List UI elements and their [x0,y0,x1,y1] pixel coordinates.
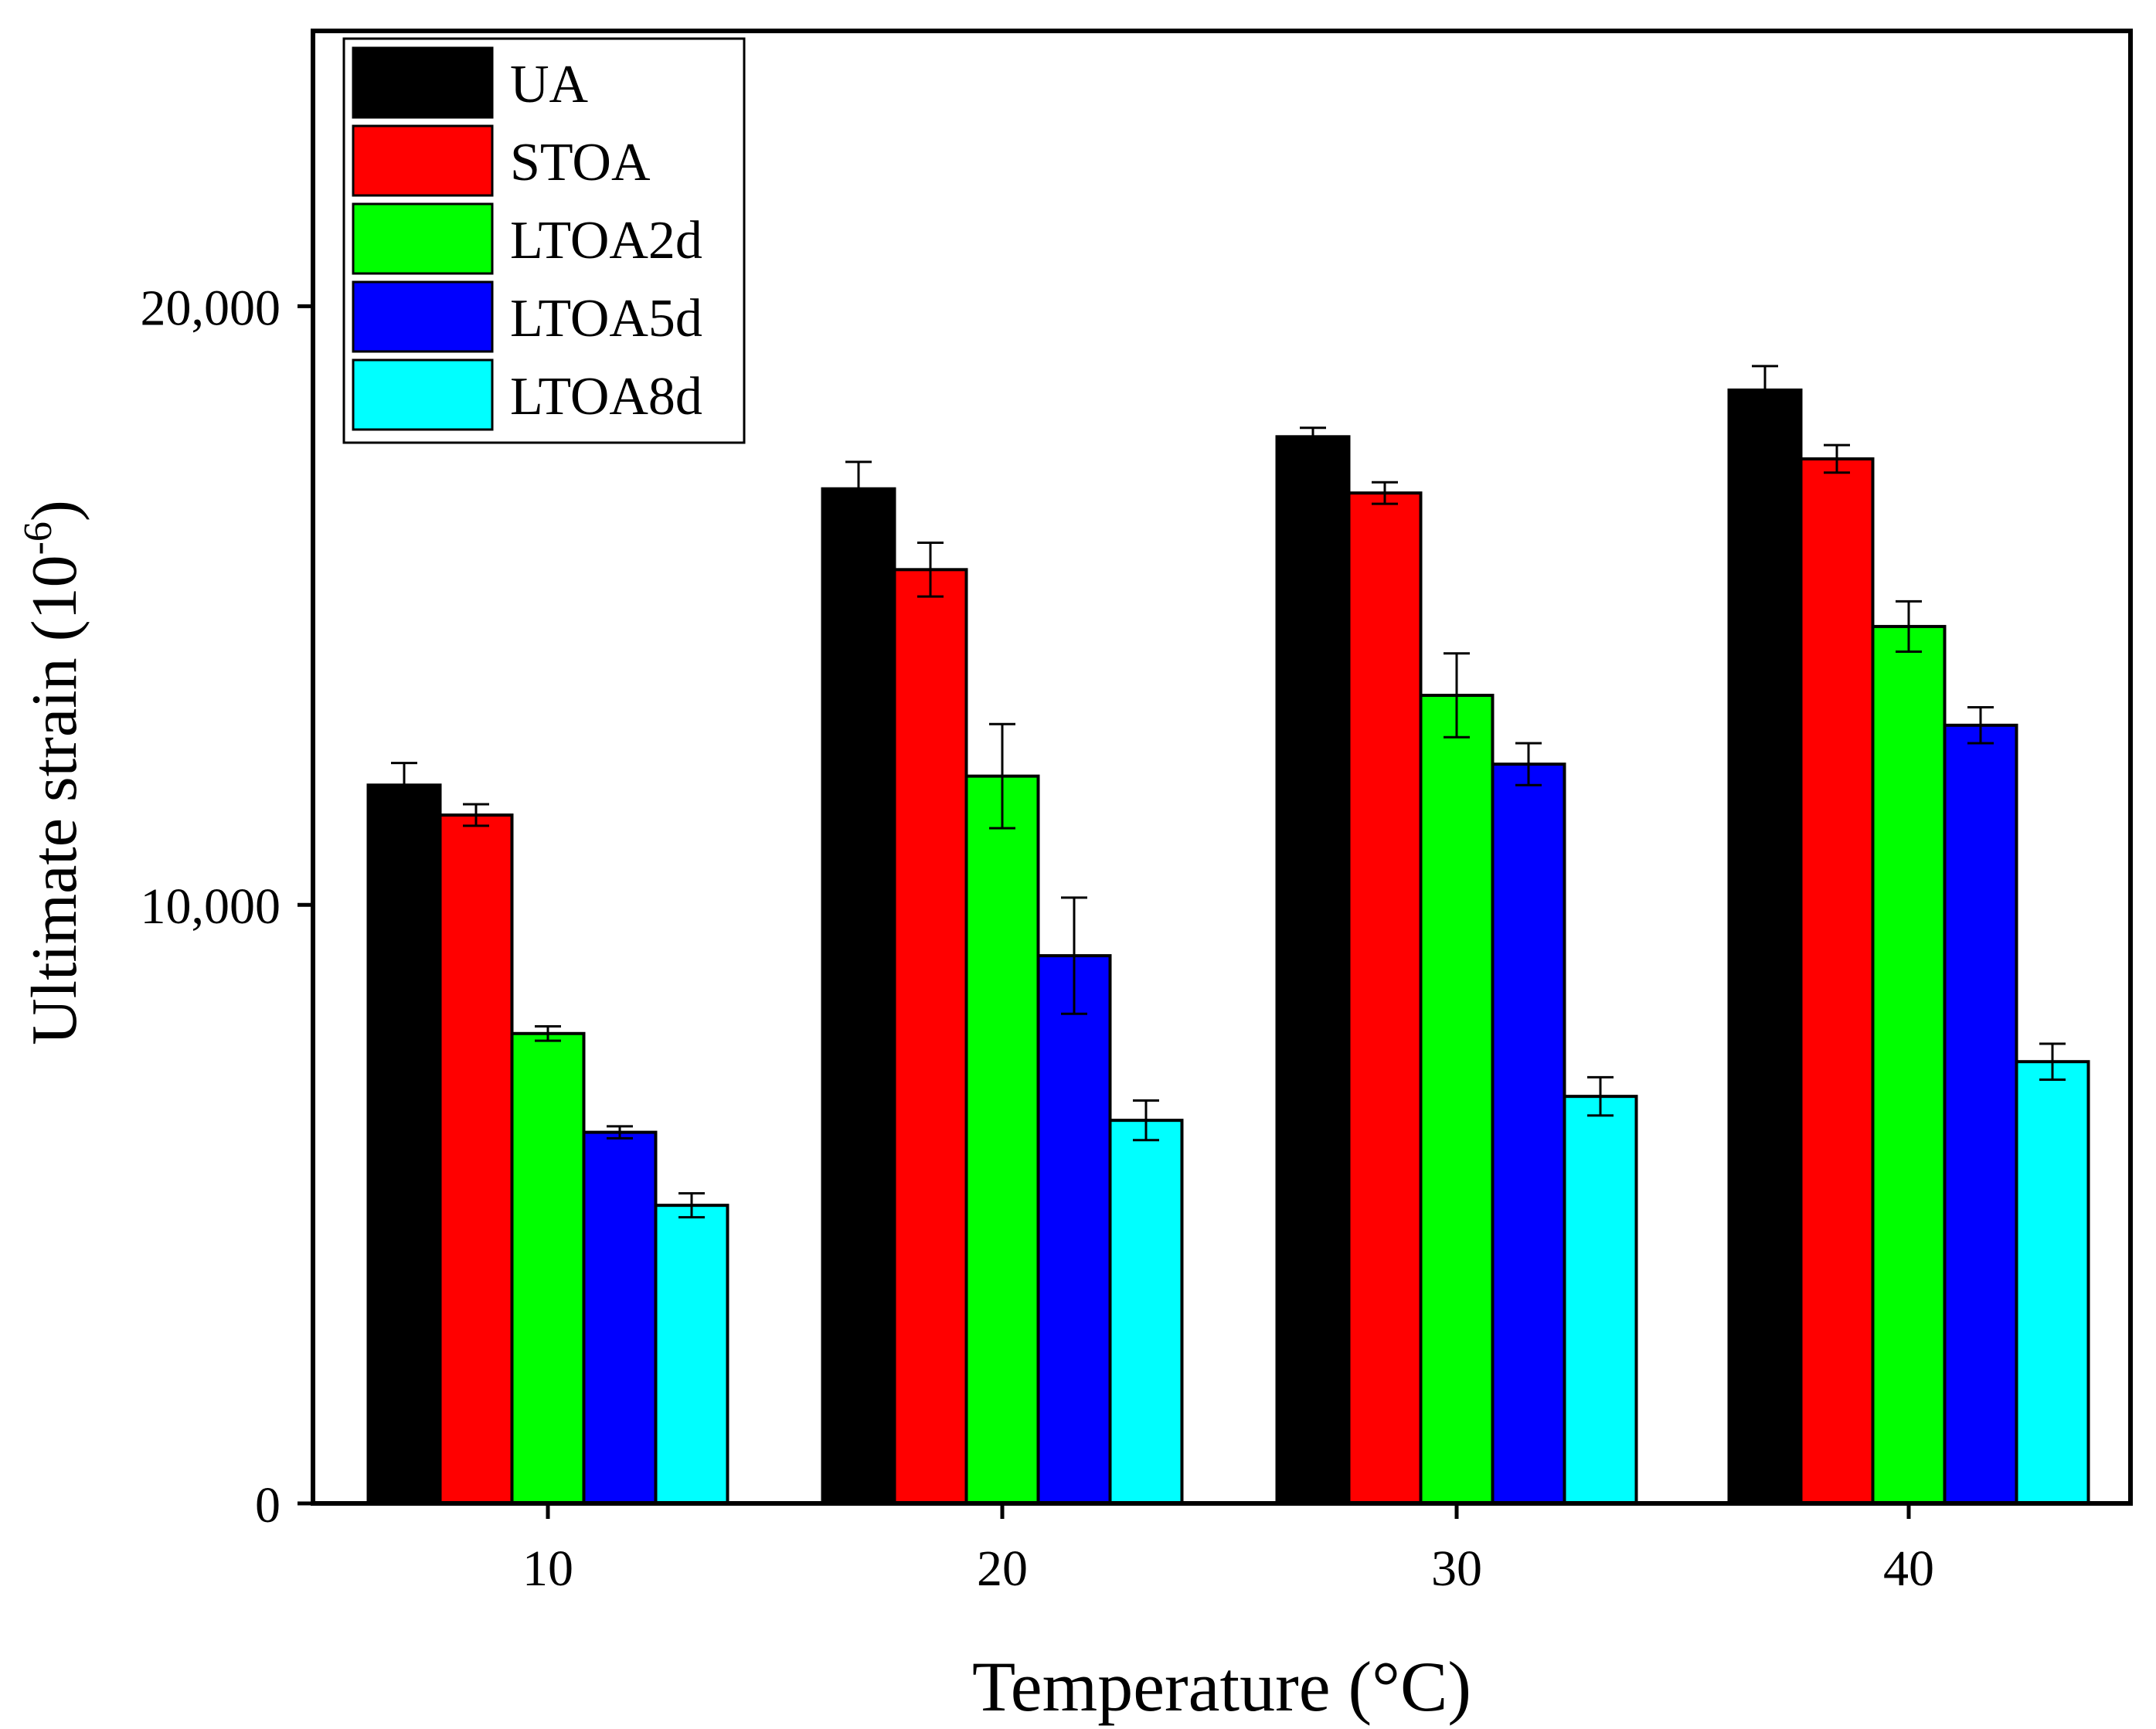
legend-label: LTOA8d [510,367,702,426]
bars-layer [366,365,2090,1506]
bar-STOA-40 [1799,457,1875,1506]
bar-LTOA8d-30 [1563,1095,1638,1505]
error-bar-LTOA8d-10 [678,1192,705,1219]
bar-LTOA8d-40 [2015,1060,2090,1505]
bar-STOA-10 [438,813,514,1505]
legend-item-STOA: STOA [352,124,651,197]
bar-STOA-20 [893,568,968,1506]
error-bar-LTOA5d-30 [1515,742,1542,786]
error-bar-STOA-20 [917,541,944,598]
bar-UA-40 [1727,388,1803,1505]
error-bar-STOA-30 [1372,481,1398,505]
error-bar-LTOA8d-20 [1133,1099,1159,1142]
legend-label: UA [510,55,589,114]
legend-label: LTOA5d [510,289,702,348]
x-tick-label: 10 [522,1540,573,1597]
bar-LTOA5d-40 [1943,723,2018,1505]
legend-item-LTOA8d: LTOA8d [352,358,702,431]
bar-LTOA5d-20 [1036,954,1112,1506]
y-axis-label-main: Ultimate strain (10 [19,555,90,1045]
bar-STOA-30 [1347,491,1423,1505]
bar-LTOA2d-10 [510,1031,586,1505]
bar-LTOA8d-20 [1108,1119,1184,1506]
bar-UA-20 [821,487,896,1505]
legend-label: STOA [510,133,651,192]
legend-item-LTOA2d: LTOA2d [352,202,702,275]
error-bar-LTOA2d-20 [989,722,1015,830]
bar-LTOA2d-30 [1419,694,1495,1505]
legend-swatch [352,202,494,275]
axes-layer: 0 10,000 20,000 10 20 30 40 [141,280,1935,1597]
y-tick-label: 0 [255,1477,281,1534]
error-bar-UA-40 [1752,365,1778,416]
error-bar-STOA-10 [463,803,489,827]
bar-LTOA2d-20 [964,774,1040,1505]
error-bar-LTOA8d-40 [2039,1042,2066,1081]
bar-UA-30 [1275,435,1351,1505]
error-bar-UA-20 [845,460,872,518]
y-axis-label-exponent: -6 [16,521,60,555]
error-bar-LTOA5d-10 [607,1125,633,1140]
legend-item-LTOA5d: LTOA5d [352,280,702,353]
error-bar-LTOA5d-40 [1967,706,1994,745]
bar-LTOA2d-40 [1871,624,1947,1506]
error-bar-LTOA8d-30 [1587,1075,1614,1117]
x-axis-label: Temperature (°C) [972,1647,1471,1726]
bar-UA-10 [366,783,442,1505]
error-bar-UA-10 [391,762,417,809]
error-bar-LTOA2d-30 [1444,652,1470,739]
y-tick-label: 10,000 [141,878,281,935]
legend-swatch [352,46,494,119]
error-bar-LTOA5d-20 [1061,896,1087,1015]
y-axis-label: Ultimate strain (10-6) [16,500,90,1045]
bar-LTOA8d-10 [654,1204,729,1506]
error-bar-UA-30 [1300,426,1326,447]
x-tick-label: 40 [1883,1540,1934,1597]
legend-item-UA: UA [352,46,589,119]
bar-LTOA5d-10 [582,1130,658,1505]
y-axis-label-close: ) [19,500,90,521]
legend-label: LTOA2d [510,211,702,270]
x-tick-label: 20 [977,1540,1028,1597]
bar-LTOA5d-30 [1491,763,1566,1505]
legend-swatch [352,280,494,353]
error-bar-LTOA2d-10 [535,1024,561,1042]
legend-swatch [352,124,494,197]
legend-swatch [352,358,494,431]
x-tick-label: 30 [1431,1540,1482,1597]
y-tick-label: 20,000 [141,280,281,336]
legend: UA STOA LTOA2d LTOA5d LTOA8d [342,37,746,444]
error-bar-LTOA2d-40 [1896,600,1922,653]
error-bar-STOA-40 [1824,443,1850,474]
plot-frame [311,29,2133,1506]
